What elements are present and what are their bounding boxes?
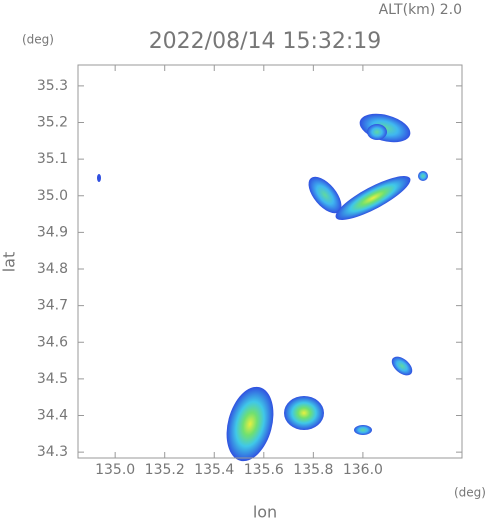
echo	[335, 176, 411, 220]
y-tick-label: 34.8	[37, 261, 68, 277]
echo	[418, 171, 428, 181]
y-tick-label: 34.9	[37, 224, 68, 240]
echo	[226, 386, 274, 462]
plot-frame	[77, 64, 463, 459]
echo	[97, 174, 101, 182]
echo	[367, 124, 387, 140]
altitude-label: ALT(km) 2.0	[379, 2, 462, 18]
y-tick-label: 34.4	[37, 408, 68, 424]
y-unit: (deg)	[22, 33, 54, 47]
echo	[391, 356, 413, 376]
y-tick-label: 34.5	[37, 371, 68, 387]
y-tick-label: 34.7	[37, 298, 68, 314]
y-tick-label: 35.0	[37, 188, 68, 204]
y-tick-label: 35.3	[37, 78, 68, 94]
y-tick-label: 34.6	[37, 334, 68, 350]
echo	[284, 396, 324, 430]
x-tick-label: 135.4	[194, 462, 234, 478]
y-tick-label: 35.1	[37, 151, 68, 167]
y-tick-label: 34.3	[37, 444, 68, 460]
echoes	[97, 113, 428, 462]
echo	[308, 176, 342, 214]
x-tick-label: 135.6	[244, 462, 284, 478]
x-tick-label: 135.8	[293, 462, 333, 478]
x-axis-label: lon	[253, 503, 277, 521]
x-tick-label: 135.2	[145, 462, 185, 478]
y-axis-label: lat	[0, 252, 19, 273]
y-tick-label: 35.2	[37, 115, 68, 131]
x-unit: (deg)	[454, 486, 486, 500]
echo	[354, 425, 372, 435]
chart-title: 2022/08/14 15:32:19	[149, 29, 382, 54]
x-tick-label: 136.0	[343, 462, 383, 478]
x-tick-label: 135.0	[95, 462, 135, 478]
